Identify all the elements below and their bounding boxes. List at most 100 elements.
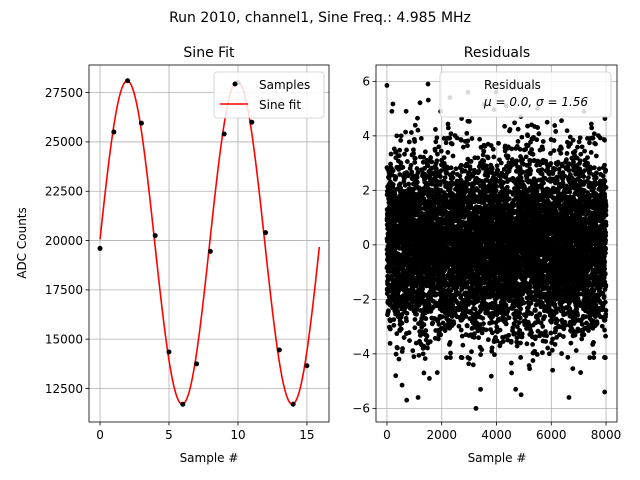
residual-point [460, 144, 466, 150]
residual-point [438, 332, 444, 338]
residual-point [447, 340, 453, 345]
residual-point [400, 346, 405, 351]
residual-point [494, 184, 500, 189]
residual-point [506, 196, 512, 202]
sine-fit-title: Sine Fit [183, 45, 235, 61]
sine-fit-panel: Sine Fit 0 5 10 15 125001500017500200002250… [15, 45, 330, 465]
residual-point [490, 146, 496, 152]
residual-point [518, 340, 523, 346]
residual-point [415, 127, 421, 133]
figure-suptitle: Run 2010, channel1, Sine Freq.: 4.985 MH… [169, 10, 471, 26]
residual-point [465, 138, 471, 144]
sample-point [111, 129, 117, 135]
residual-point [404, 147, 409, 153]
residual-point [427, 339, 433, 345]
sine-fit-x-tick-label: 0 [96, 428, 104, 442]
residual-point [391, 317, 397, 322]
residual-point [457, 173, 463, 179]
residual-point [485, 155, 491, 161]
residual-point [460, 342, 466, 348]
residual-point [419, 283, 425, 288]
residual-point [420, 286, 425, 292]
residual-point [425, 345, 430, 351]
sample-point [207, 248, 213, 254]
residual-point [406, 181, 412, 187]
residual-point [424, 333, 430, 339]
residual-point [489, 166, 495, 172]
residual-point [391, 322, 397, 328]
residual-point [512, 120, 517, 126]
residual-point [434, 158, 440, 164]
residual-point [492, 352, 497, 358]
residual-point [416, 352, 422, 358]
residual-point [412, 155, 418, 161]
residual-point [408, 130, 414, 135]
residual-point [449, 141, 455, 147]
residual-point [414, 311, 419, 317]
residuals-y-tick-label: 6 [362, 75, 370, 89]
residual-point [442, 175, 448, 180]
residual-point [443, 140, 449, 146]
residual-point [386, 308, 391, 314]
sine-fit-x-tick-label: 5 [165, 428, 173, 442]
residual-point [397, 147, 403, 153]
sine-fit-x-label: Sample # [180, 451, 239, 465]
residual-point [502, 123, 508, 129]
residual-point [423, 316, 429, 322]
residual-point [418, 136, 424, 141]
residual-point [390, 168, 396, 174]
residual-point [475, 155, 481, 161]
residual-point [406, 139, 412, 145]
residual-point [404, 310, 410, 316]
sine-fit-axes-frame [88, 64, 330, 423]
sample-point [290, 401, 296, 407]
residual-point [384, 291, 390, 297]
residual-point [493, 188, 499, 194]
residual-point [422, 356, 428, 361]
residuals-y-tick-label: 0 [362, 238, 370, 252]
residual-point [427, 376, 432, 381]
residual-point [421, 196, 427, 202]
residual-point [400, 164, 406, 170]
sample-point [194, 361, 200, 367]
residual-point [517, 146, 523, 152]
residual-point [398, 326, 404, 332]
sine-fit-x-tick-label: 15 [299, 428, 314, 442]
legend-samples-label: Samples [259, 78, 310, 92]
residual-point [508, 360, 514, 366]
residual-point [409, 213, 415, 219]
residual-point [425, 97, 431, 103]
residual-point [450, 175, 456, 181]
residual-point [412, 325, 418, 331]
residual-point [420, 351, 426, 357]
residual-point [481, 158, 487, 164]
residual-point [466, 119, 472, 124]
residual-point [398, 160, 404, 166]
residual-point [479, 347, 485, 353]
residual-point [402, 151, 407, 157]
sine-fit-y-tick-label: 12500 [45, 382, 83, 396]
residual-point [498, 160, 504, 166]
residual-point [411, 151, 416, 156]
residual-point [397, 181, 403, 187]
residual-point [394, 133, 400, 139]
residual-point [428, 155, 434, 160]
residual-point [410, 303, 416, 309]
legend-sine-fit-label: Sine fit [259, 98, 301, 112]
residual-point [481, 148, 487, 154]
residual-point [436, 144, 442, 150]
sample-point [276, 347, 282, 353]
sample-points [97, 78, 310, 407]
sine-fit-y-tick-label: 15000 [45, 332, 83, 346]
residual-point [395, 309, 401, 315]
residual-point [389, 273, 395, 279]
residual-point [399, 382, 405, 388]
residual-point [425, 163, 431, 168]
residual-point [417, 100, 423, 106]
residual-point [414, 174, 420, 180]
residual-point [390, 101, 396, 107]
residuals-y-tick-label: −2 [352, 293, 370, 307]
residual-point [442, 328, 448, 333]
residual-point [412, 317, 418, 322]
